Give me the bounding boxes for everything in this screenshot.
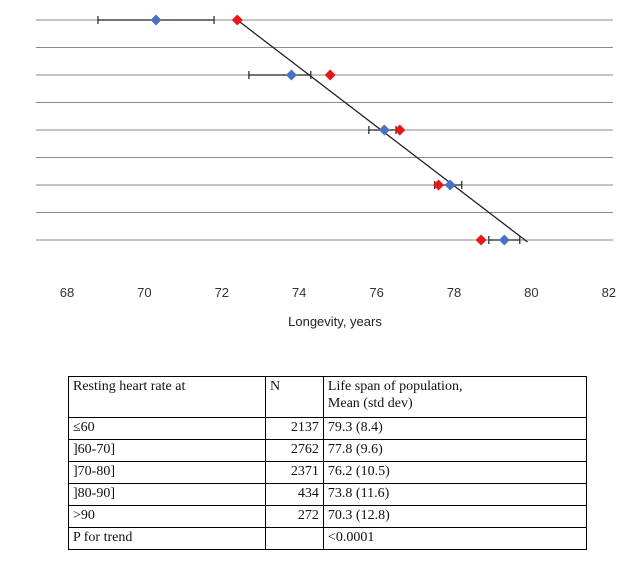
longevity-chart: 68 70 72 74 76 78 80 82 Longevity, years — [36, 14, 616, 329]
observed-point — [378, 124, 390, 136]
header-heart-rate: Resting heart rate at — [67, 376, 267, 418]
observed-point — [150, 14, 162, 26]
observed-point — [444, 179, 456, 191]
cell-rate: ]60-70] — [67, 439, 267, 462]
table-row: ]80-90] 434 73.8 (11.6) — [67, 483, 588, 506]
x-tick-label: 76 — [369, 285, 383, 300]
cell-life: 77.8 (9.6) — [322, 439, 588, 462]
fitted-point — [394, 124, 406, 136]
table-row: ≤60 2137 79.3 (8.4) — [67, 417, 588, 440]
x-tick-label: 74 — [292, 285, 306, 300]
table-header-row: Resting heart rate at N Life span of pop… — [67, 376, 588, 418]
cell-n: 2371 — [265, 461, 324, 484]
cell-n: 2762 — [265, 439, 324, 462]
cell-n: 2137 — [265, 417, 324, 440]
cell-n: 434 — [265, 483, 324, 506]
cell-life: 70.3 (12.8) — [322, 505, 588, 528]
cell-n — [265, 527, 324, 550]
fitted-point — [433, 179, 445, 191]
cell-life: 79.3 (8.4) — [322, 417, 588, 440]
chart-marks — [97, 14, 528, 246]
cell-rate: >90 — [67, 505, 267, 528]
x-tick-label: 70 — [137, 285, 151, 300]
header-life-span: Life span of population, Mean (std dev) — [322, 376, 588, 418]
header-life-span-line2: Mean (std dev) — [327, 396, 413, 411]
x-tick-label: 82 — [602, 285, 616, 300]
fitted-point — [475, 234, 487, 246]
cell-rate: ]70-80] — [67, 461, 267, 484]
table-row: ]60-70] 2762 77.8 (9.6) — [67, 439, 588, 462]
table-row: P for trend <0.0001 — [67, 527, 588, 550]
heart-rate-table: Resting heart rate at N Life span of pop… — [67, 376, 588, 550]
x-axis-label: Longevity, years — [288, 314, 382, 329]
cell-rate: P for trend — [67, 527, 267, 550]
x-tick-label: 72 — [215, 285, 229, 300]
header-life-span-line1: Life span of population, — [327, 379, 463, 394]
table-row: ]70-80] 2371 76.2 (10.5) — [67, 461, 588, 484]
header-n: N — [265, 376, 324, 418]
x-axis-ticks: 68 70 72 74 76 78 80 82 — [60, 285, 616, 300]
x-tick-label: 78 — [447, 285, 461, 300]
fitted-point — [324, 69, 336, 81]
x-tick-label: 68 — [60, 285, 74, 300]
cell-life: 76.2 (10.5) — [322, 461, 588, 484]
cell-rate: ]80-90] — [67, 483, 267, 506]
x-tick-label: 80 — [524, 285, 538, 300]
observed-point — [498, 234, 510, 246]
cell-n: 272 — [265, 505, 324, 528]
cell-life: <0.0001 — [322, 527, 588, 550]
observed-point — [285, 69, 297, 81]
table-row: >90 272 70.3 (12.8) — [67, 505, 588, 528]
cell-life: 73.8 (11.6) — [322, 483, 588, 506]
gridlines — [36, 19, 613, 241]
cell-rate: ≤60 — [67, 417, 267, 440]
fitted-point — [231, 14, 243, 26]
